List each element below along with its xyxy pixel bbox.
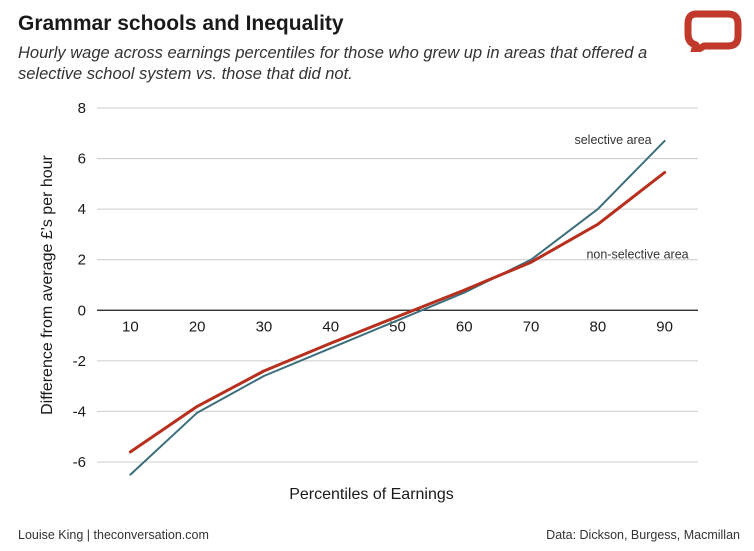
x-tick-label: 30 xyxy=(256,318,273,335)
series-line xyxy=(129,139,666,476)
y-tick-label: -4 xyxy=(73,403,86,420)
credit-text: Louise King | theconversation.com xyxy=(18,528,209,542)
y-tick-label: 4 xyxy=(78,201,86,218)
series-line xyxy=(128,171,667,454)
x-tick-label: 80 xyxy=(589,318,606,335)
series-label: selective area xyxy=(574,133,651,147)
x-tick-label: 70 xyxy=(523,318,540,335)
x-tick-label: 90 xyxy=(656,318,673,335)
x-tick-label: 40 xyxy=(322,318,339,335)
y-axis-label: Difference from average £'s per hour xyxy=(39,154,56,414)
y-tick-label: -6 xyxy=(73,454,86,471)
chart-title: Grammar schools and Inequality xyxy=(18,12,344,35)
chart-subtitle: Hourly wage across earnings percentiles … xyxy=(18,44,648,83)
x-tick-label: 60 xyxy=(456,318,473,335)
x-axis-label: Percentiles of Earnings xyxy=(289,486,454,503)
x-tick-label: 20 xyxy=(189,318,206,335)
series-label: non-selective area xyxy=(586,248,688,262)
y-tick-label: -2 xyxy=(73,353,86,370)
source-text: Data: Dickson, Burgess, Macmillan xyxy=(546,528,740,542)
y-tick-label: 8 xyxy=(78,100,86,117)
y-tick-label: 2 xyxy=(78,252,86,269)
y-tick-label: 0 xyxy=(78,302,86,319)
x-tick-label: 10 xyxy=(122,318,139,335)
speech-bubble-icon xyxy=(684,10,742,52)
y-tick-label: 6 xyxy=(78,151,86,168)
